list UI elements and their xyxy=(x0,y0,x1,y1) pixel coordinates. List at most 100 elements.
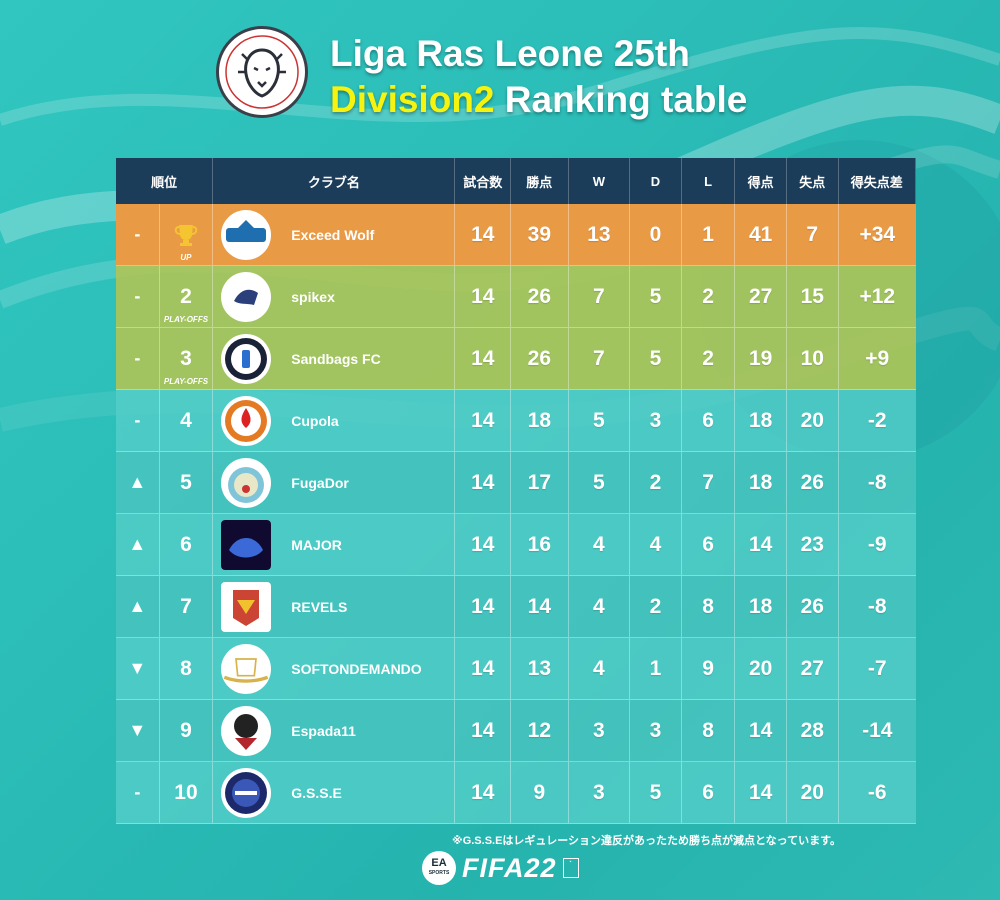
position-number: 8 xyxy=(180,656,192,680)
wins-value: 7 xyxy=(593,284,605,308)
draws-value: 1 xyxy=(649,656,662,680)
club-crest-icon xyxy=(221,705,272,756)
table-row: ▲ 6 MAJOR 14 16 4 4 6 14 23 -9 xyxy=(116,514,916,576)
losses-cell: 2 xyxy=(681,266,736,328)
played-cell: 14 xyxy=(455,266,512,328)
down-arrow-icon: ▼ xyxy=(128,720,147,740)
goal-diff-value: -14 xyxy=(862,718,893,742)
wins-cell: 5 xyxy=(568,452,631,514)
losses-cell: 1 xyxy=(681,204,736,266)
goals-for-value: 14 xyxy=(748,718,773,742)
wins-cell: 4 xyxy=(568,638,631,700)
wins-value: 7 xyxy=(593,346,605,370)
wins-value: 5 xyxy=(593,408,605,432)
fifa-logo: EA SPORTS FIFA22 ▪ xyxy=(422,848,579,888)
draws-cell: 5 xyxy=(630,266,682,328)
losses-value: 9 xyxy=(702,656,714,680)
draws-value: 3 xyxy=(649,718,662,742)
played-value: 14 xyxy=(471,408,495,432)
club-name: G.S.S.E xyxy=(291,784,342,801)
draws-value: 2 xyxy=(649,594,662,618)
goal-diff-cell: +34 xyxy=(838,204,916,266)
points-cell: 16 xyxy=(511,514,569,576)
wins-value: 13 xyxy=(587,222,611,246)
losses-cell: 6 xyxy=(681,514,736,576)
draws-value: 5 xyxy=(649,284,662,308)
page-subtitle: Division2 Ranking table xyxy=(330,78,747,122)
losses-cell: 8 xyxy=(681,576,736,638)
played-value: 14 xyxy=(471,718,495,742)
played-cell: 14 xyxy=(455,762,512,824)
points-cell: 12 xyxy=(511,700,569,762)
col-d: D xyxy=(630,158,682,204)
goals-against-value: 7 xyxy=(806,222,819,246)
draws-value: 5 xyxy=(649,346,662,370)
losses-value: 1 xyxy=(702,222,714,246)
goal-diff-value: -6 xyxy=(867,780,887,804)
club-crest-icon xyxy=(221,519,272,570)
club-name: spikex xyxy=(291,288,335,305)
col-gd: 得失点差 xyxy=(839,158,916,204)
points-cell: 39 xyxy=(511,204,569,266)
club-name: FugaDor xyxy=(291,474,349,491)
club-crest-icon xyxy=(221,209,272,260)
position-number: 6 xyxy=(180,532,192,556)
position-tag: PLAY-OFFS xyxy=(163,315,209,324)
goals-against-cell: 10 xyxy=(786,328,839,390)
club-cell: Espada11 xyxy=(213,700,456,762)
wins-value: 3 xyxy=(593,718,605,742)
goals-for-value: 14 xyxy=(748,780,773,804)
played-cell: 14 xyxy=(455,390,512,452)
wins-cell: 3 xyxy=(568,762,631,824)
wins-value: 4 xyxy=(593,656,605,680)
position-cell: UP xyxy=(159,204,214,266)
losses-cell: 2 xyxy=(681,328,736,390)
goals-for-value: 18 xyxy=(748,470,773,494)
col-points: 勝点 xyxy=(511,158,569,204)
position-cell: 9 xyxy=(159,700,214,762)
table-row: ▼ 8 SOFTONDEMANDO 14 13 4 1 9 20 27 -7 xyxy=(116,638,916,700)
played-value: 14 xyxy=(471,594,495,618)
goals-for-cell: 27 xyxy=(735,266,787,328)
goals-for-cell: 19 xyxy=(735,328,787,390)
wins-value: 5 xyxy=(593,470,605,494)
points-value: 39 xyxy=(527,222,551,246)
club-cell: MAJOR xyxy=(213,514,456,576)
points-value: 13 xyxy=(527,656,551,680)
goals-for-value: 18 xyxy=(748,408,773,432)
losses-cell: 7 xyxy=(681,452,736,514)
goals-for-cell: 14 xyxy=(735,762,787,824)
col-w: W xyxy=(569,158,631,204)
goal-diff-value: -7 xyxy=(867,656,887,680)
points-cell: 14 xyxy=(511,576,569,638)
position-number: 7 xyxy=(180,594,192,618)
no-change-dash: - xyxy=(134,782,141,802)
wins-cell: 4 xyxy=(568,514,631,576)
played-value: 14 xyxy=(471,656,495,680)
position-cell: 3 PLAY-OFFS xyxy=(159,328,214,390)
goals-against-cell: 7 xyxy=(786,204,839,266)
goal-diff-cell: -8 xyxy=(838,452,916,514)
losses-value: 2 xyxy=(702,284,714,308)
position-cell: 2 PLAY-OFFS xyxy=(159,266,214,328)
losses-value: 2 xyxy=(702,346,714,370)
played-cell: 14 xyxy=(455,638,512,700)
goals-against-cell: 27 xyxy=(786,638,839,700)
wins-cell: 4 xyxy=(568,576,631,638)
points-value: 26 xyxy=(527,284,551,308)
wins-value: 4 xyxy=(593,532,605,556)
fifa-badge-icon: ▪ xyxy=(562,858,579,878)
table-row: - 10 G.S.S.E 14 9 3 5 6 14 20 -6 xyxy=(116,762,916,824)
losses-value: 8 xyxy=(702,594,714,618)
club-crest-icon xyxy=(221,457,272,508)
losses-value: 8 xyxy=(702,718,714,742)
goals-against-value: 26 xyxy=(800,470,824,494)
goals-for-cell: 18 xyxy=(735,576,787,638)
losses-value: 6 xyxy=(702,780,714,804)
movement-cell: - xyxy=(116,328,160,390)
position-cell: 7 xyxy=(159,576,214,638)
goals-against-value: 20 xyxy=(800,408,824,432)
col-club: クラブ名 xyxy=(213,158,456,204)
draws-cell: 0 xyxy=(630,204,682,266)
goal-diff-cell: +9 xyxy=(838,328,916,390)
